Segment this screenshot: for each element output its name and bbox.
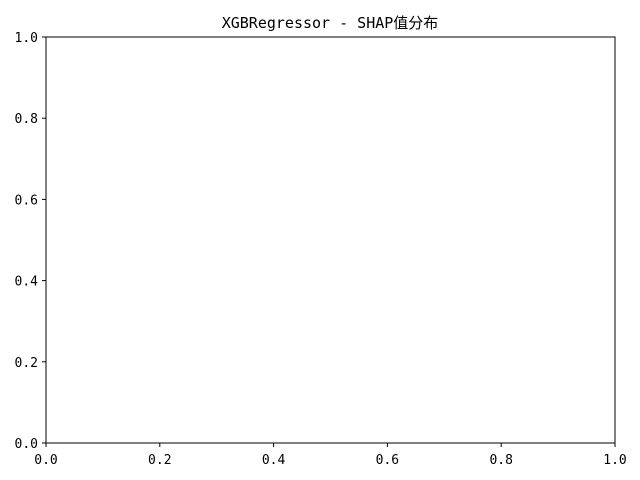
chart-title: XGBRegressor - SHAP值分布 [222,14,439,32]
plot-area-frame [45,36,616,444]
x-tick-label: 0.8 [489,453,512,468]
y-tick-label: 0.2 [15,356,38,371]
x-tick-label: 0.2 [148,453,171,468]
x-axis: 0.0 0.2 0.4 0.6 0.8 1.0 [34,443,627,468]
y-axis: 0.0 0.2 0.4 0.6 0.8 1.0 [15,31,46,452]
x-tick-label: 0.0 [34,453,57,468]
y-tick-label: 0.6 [15,193,38,208]
x-tick-label: 0.6 [376,453,399,468]
y-tick-label: 0.4 [15,275,39,290]
y-tick-label: 1.0 [15,31,38,46]
x-tick-label: 1.0 [603,453,626,468]
y-tick-label: 0.0 [15,437,38,452]
y-tick-label: 0.8 [15,112,38,127]
x-tick-label: 0.4 [262,453,286,468]
